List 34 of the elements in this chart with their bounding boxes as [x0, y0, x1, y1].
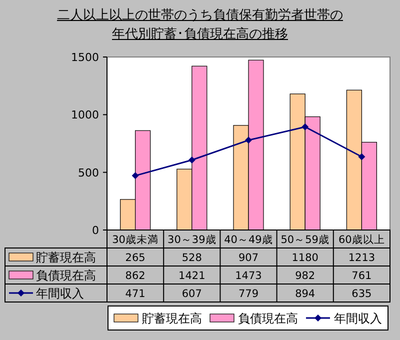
- data-label: 1421: [178, 270, 206, 282]
- legend-label: 負債現在高: [36, 268, 96, 282]
- y-tick-label: 0: [92, 224, 99, 237]
- legend-label: 貯蓄現在高: [36, 250, 96, 264]
- y-tick-label: 1000: [71, 108, 99, 122]
- x-tick-label: 60歳以上: [338, 233, 385, 246]
- data-label: 761: [352, 270, 372, 282]
- data-label: 528: [182, 252, 202, 264]
- data-label: 982: [295, 270, 316, 282]
- data-label: 1180: [292, 252, 318, 264]
- point: [302, 123, 309, 130]
- data-label: 862: [125, 270, 146, 282]
- point: [132, 172, 139, 180]
- data-label: 635: [352, 288, 372, 300]
- data-label: 894: [295, 288, 316, 300]
- data-label: 1213: [348, 252, 376, 264]
- y-tick-label: 1500: [71, 51, 99, 64]
- legend-label: 年間収入: [36, 286, 84, 300]
- data-label: 907: [238, 252, 259, 264]
- data-label: 265: [125, 252, 146, 264]
- data-label: 607: [182, 288, 202, 300]
- data-label: 471: [125, 288, 146, 300]
- x-tick-label: 40～49歳: [224, 233, 273, 246]
- point: [245, 136, 252, 144]
- legend: 貯蓄現在高 負債現在高 年間収入: [108, 306, 388, 330]
- point: [358, 153, 366, 160]
- chart-title: 二人以上以上の世帯のうち負債保有勤労者世帯の年代別貯蓄･負債現在高の推移: [56, 7, 344, 44]
- x-tick-label: 50～59歳: [280, 233, 330, 246]
- x-tick-label: 30～39歳: [168, 233, 216, 246]
- data-label: 779: [238, 288, 259, 300]
- point: [188, 156, 196, 164]
- data-label: 1473: [235, 270, 262, 282]
- y-tick-label: 500: [78, 166, 99, 180]
- x-tick-label: 30歳未満: [112, 233, 158, 246]
